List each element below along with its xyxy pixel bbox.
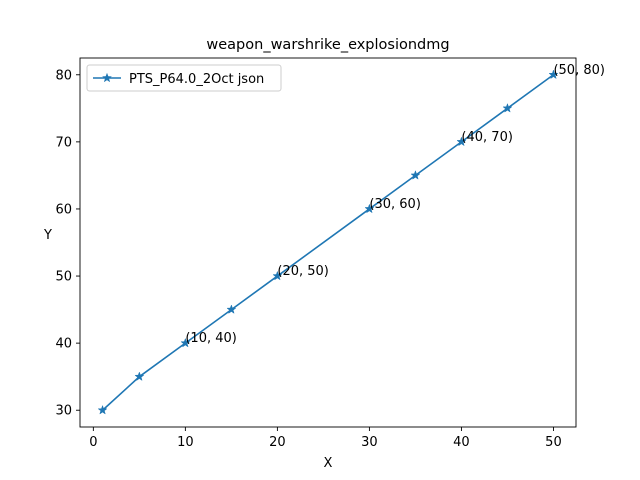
y-tick-label: 70	[55, 135, 72, 150]
x-tick-label: 40	[453, 435, 470, 450]
y-tick-label: 60	[55, 202, 72, 217]
x-tick-label: 50	[545, 435, 562, 450]
point-annotation: (50, 80)	[553, 63, 605, 78]
data-point	[134, 371, 145, 381]
y-tick-label: 30	[55, 404, 72, 419]
x-tick-label: 0	[89, 435, 97, 450]
plot-area: 0 10 20 30 40 50 30 40 50 60 70 80 (10, 40) (20, 50) (…	[55, 57, 605, 450]
series-line	[102, 74, 554, 411]
legend-label: PTS_P64.0_2Oct json	[129, 72, 264, 87]
x-tick-label: 10	[177, 435, 194, 450]
y-tick-label: 80	[55, 68, 72, 83]
x-axis-label: X	[324, 456, 333, 471]
legend-marker	[101, 72, 113, 83]
x-tick-label: 30	[361, 435, 378, 450]
point-annotation: (40, 70)	[461, 130, 512, 145]
data-point	[456, 136, 467, 147]
chart-title: weapon_warshrike_explosiondmg	[206, 37, 449, 53]
y-tick-label: 50	[55, 270, 72, 285]
data-point	[180, 337, 191, 348]
legend-box	[86, 64, 282, 92]
data-point	[97, 404, 108, 415]
data-point	[226, 304, 237, 314]
point-annotation: (10, 40)	[185, 331, 237, 346]
data-point	[364, 203, 375, 214]
axes-frame	[79, 57, 577, 428]
point-annotation: (30, 60)	[369, 197, 421, 212]
y-axis-label: Y	[43, 228, 52, 243]
data-point	[548, 69, 559, 80]
data-point	[502, 102, 513, 113]
x-tick-label: 20	[269, 435, 286, 450]
data-point	[410, 170, 421, 180]
data-point	[272, 270, 283, 281]
y-tick-label: 40	[55, 337, 72, 352]
point-annotation: (20, 50)	[277, 264, 329, 279]
